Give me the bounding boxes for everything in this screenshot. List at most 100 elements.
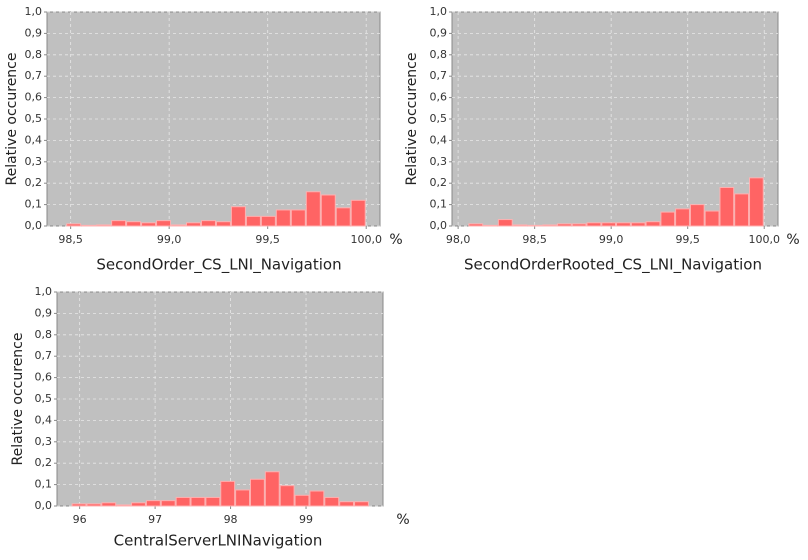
y-tick-label: 0,8 — [35, 328, 53, 341]
y-tick-label: 0,2 — [430, 176, 448, 189]
y-tick-label: 0,9 — [35, 306, 53, 319]
y-tick-label: 1,0 — [430, 5, 448, 18]
bar — [200, 220, 216, 227]
x-tick-label: 99,5 — [255, 233, 280, 246]
y-tick-label: 1,0 — [35, 285, 53, 298]
bar — [175, 496, 191, 507]
y-axis-label: Relative occurence — [4, 53, 20, 186]
bar — [86, 503, 102, 507]
y-tick-label: 0,5 — [430, 112, 448, 125]
bar — [749, 177, 764, 227]
bar — [160, 500, 176, 507]
bar — [556, 223, 572, 227]
bar — [468, 223, 484, 227]
bar — [586, 222, 602, 227]
x-tick-label: 99,0 — [157, 233, 182, 246]
x-tick-label: 100,0 — [748, 233, 780, 246]
bar — [294, 494, 310, 507]
y-tick-label: 0,4 — [430, 133, 448, 146]
bar — [630, 222, 646, 227]
y-tick-label: 0,5 — [25, 112, 43, 125]
y-tick-label: 0,0 — [430, 219, 448, 232]
bar — [660, 211, 676, 227]
bar — [71, 503, 87, 507]
y-axis-label: Relative occurence — [10, 333, 26, 466]
bar — [309, 490, 325, 507]
x-tick-label: 98,5 — [522, 233, 547, 246]
x-tick-label: 99 — [299, 513, 313, 526]
bar — [704, 210, 720, 227]
y-tick-label: 0,1 — [35, 478, 53, 491]
y-tick-label: 0,1 — [25, 198, 43, 211]
bar — [645, 221, 661, 227]
bar — [245, 215, 261, 227]
x-tick-label: 98,5 — [58, 233, 83, 246]
bar — [264, 471, 280, 507]
y-tick-label: 1,0 — [25, 5, 43, 18]
bar — [527, 224, 543, 227]
bar — [483, 224, 498, 227]
y-tick-label: 0,9 — [430, 26, 448, 39]
bar — [230, 206, 246, 227]
x-tick-label: 96 — [73, 513, 87, 526]
bar — [734, 193, 750, 227]
y-tick-label: 0,6 — [430, 91, 448, 104]
bar — [279, 485, 295, 507]
y-tick-label: 0,3 — [430, 155, 448, 168]
bar — [689, 204, 705, 227]
bar — [320, 194, 336, 227]
bar — [512, 224, 528, 227]
x-unit: % — [786, 232, 799, 248]
y-tick-label: 0,6 — [25, 91, 43, 104]
bar — [275, 209, 291, 227]
y-tick-label: 0,9 — [25, 26, 43, 39]
bar — [601, 222, 617, 227]
x-axis-label: SecondOrder_CS_LNI_Navigation — [96, 256, 341, 275]
y-tick-label: 0,2 — [25, 176, 43, 189]
bar — [675, 208, 690, 227]
bar — [616, 222, 631, 227]
bar — [305, 191, 321, 227]
y-tick-label: 0,0 — [25, 219, 43, 232]
bar — [66, 223, 82, 227]
y-tick-label: 0,3 — [25, 155, 43, 168]
y-tick-label: 0,8 — [25, 48, 43, 61]
bar — [186, 222, 201, 227]
bar — [171, 224, 187, 227]
y-tick-label: 0,5 — [35, 392, 53, 405]
bar — [205, 496, 221, 507]
bar — [335, 207, 351, 227]
bar — [220, 480, 236, 507]
bar — [116, 504, 132, 507]
y-tick-label: 0,4 — [35, 413, 53, 426]
y-tick-label: 0,7 — [25, 69, 43, 82]
y-tick-label: 0,4 — [25, 133, 43, 146]
bar — [156, 220, 172, 227]
bar — [542, 224, 557, 227]
x-tick-label: 97 — [148, 513, 162, 526]
y-tick-label: 0,2 — [35, 456, 53, 469]
x-tick-label: 100,0 — [350, 233, 382, 246]
bar — [126, 221, 142, 227]
x-unit: % — [396, 512, 409, 528]
bar — [235, 489, 250, 507]
y-tick-label: 0,0 — [35, 499, 53, 512]
x-tick-label: 99,5 — [675, 233, 700, 246]
x-unit: % — [389, 232, 402, 248]
bar — [96, 224, 112, 227]
y-tick-label: 0,6 — [35, 371, 53, 384]
bar — [350, 199, 366, 227]
bar — [215, 221, 231, 227]
x-tick-label: 98 — [224, 513, 238, 526]
y-tick-label: 0,7 — [430, 69, 448, 82]
x-axis-label: CentralServerLNINavigation — [114, 532, 323, 550]
bar — [249, 478, 265, 507]
bar — [324, 496, 340, 507]
bar — [497, 219, 513, 227]
bar — [260, 215, 276, 227]
x-axis-label: SecondOrderRooted_CS_LNI_Navigation — [464, 256, 762, 275]
bar — [719, 186, 735, 227]
x-tick-label: 99,0 — [599, 233, 624, 246]
bar — [571, 223, 587, 227]
